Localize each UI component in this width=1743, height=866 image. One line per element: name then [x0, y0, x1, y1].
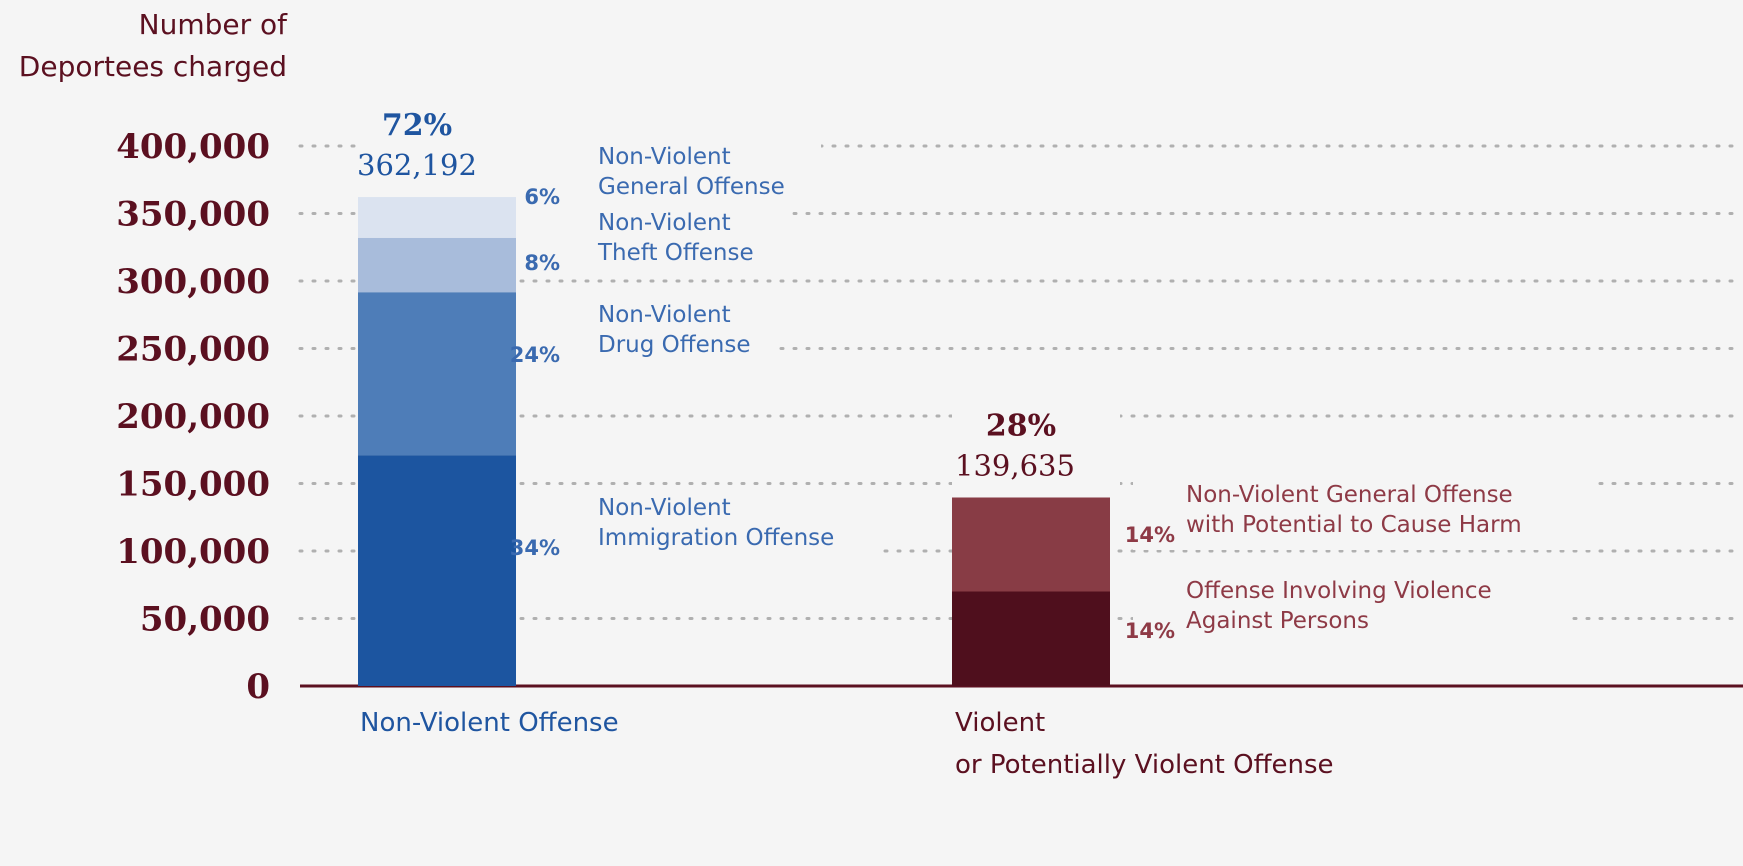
- segment-percent-label: 14%: [1125, 619, 1175, 643]
- segment-label: Drug Offense: [598, 332, 750, 358]
- segment-label: with Potential to Cause Harm: [1186, 512, 1522, 538]
- bar-segment: [952, 497, 1110, 592]
- segment-percent-label: 6%: [524, 185, 560, 209]
- y-tick-label: 300,000: [116, 262, 270, 302]
- y-tick-label: 150,000: [116, 465, 270, 505]
- segment-label: Non-Violent: [598, 210, 731, 236]
- y-axis-title-line-1: Number of: [138, 8, 287, 41]
- segment-label: Non-Violent General Offense: [1186, 482, 1513, 508]
- y-tick-label: 400,000: [116, 127, 270, 167]
- bar-segment: [358, 197, 516, 238]
- segment-label: General Offense: [598, 174, 785, 200]
- segment-label: Non-Violent: [598, 302, 731, 328]
- bar-segment: [952, 591, 1110, 686]
- bar-segment: [358, 455, 516, 686]
- label-mask: [1133, 572, 1566, 646]
- y-tick-label: 50,000: [140, 600, 270, 640]
- segment-label: Non-Violent: [598, 495, 731, 521]
- segment-label: Against Persons: [1186, 608, 1369, 634]
- category-label: Non-Violent Offense: [360, 708, 619, 738]
- y-tick-label: 0: [246, 667, 270, 707]
- category-label: Violent: [955, 708, 1045, 738]
- bar-segment: [358, 237, 516, 293]
- bar-segment: [358, 292, 516, 456]
- total-value-label: 362,192: [357, 148, 477, 182]
- segment-percent-label: 24%: [510, 343, 560, 367]
- label-mask: [518, 138, 821, 212]
- label-mask: [1133, 476, 1594, 550]
- category-label: or Potentially Violent Offense: [955, 750, 1334, 780]
- segment-label: Offense Involving Violence: [1186, 578, 1492, 604]
- label-mask: [518, 489, 878, 563]
- segment-label: Non-Violent: [598, 144, 731, 170]
- label-mask: [518, 296, 779, 370]
- segment-percent-label: 8%: [524, 251, 560, 275]
- y-tick-label: 250,000: [116, 330, 270, 370]
- y-axis-title-line-2: Deportees charged: [18, 50, 287, 83]
- segment-label: Immigration Offense: [598, 525, 834, 551]
- total-percent-label: 28%: [986, 408, 1056, 443]
- y-tick-label: 200,000: [116, 397, 270, 437]
- y-axis-title: Number of Deportees charged: [0, 4, 287, 88]
- segment-label: Theft Offense: [597, 240, 754, 266]
- total-percent-label: 72%: [382, 108, 452, 143]
- y-tick-label: 100,000: [116, 532, 270, 572]
- total-value-label: 139,635: [955, 448, 1075, 482]
- label-mask: [358, 87, 526, 188]
- y-tick-label: 350,000: [116, 195, 270, 235]
- label-mask: [952, 387, 1120, 488]
- segment-percent-label: 14%: [1125, 523, 1175, 547]
- label-mask: [518, 204, 793, 278]
- segment-percent-label: 34%: [510, 536, 560, 560]
